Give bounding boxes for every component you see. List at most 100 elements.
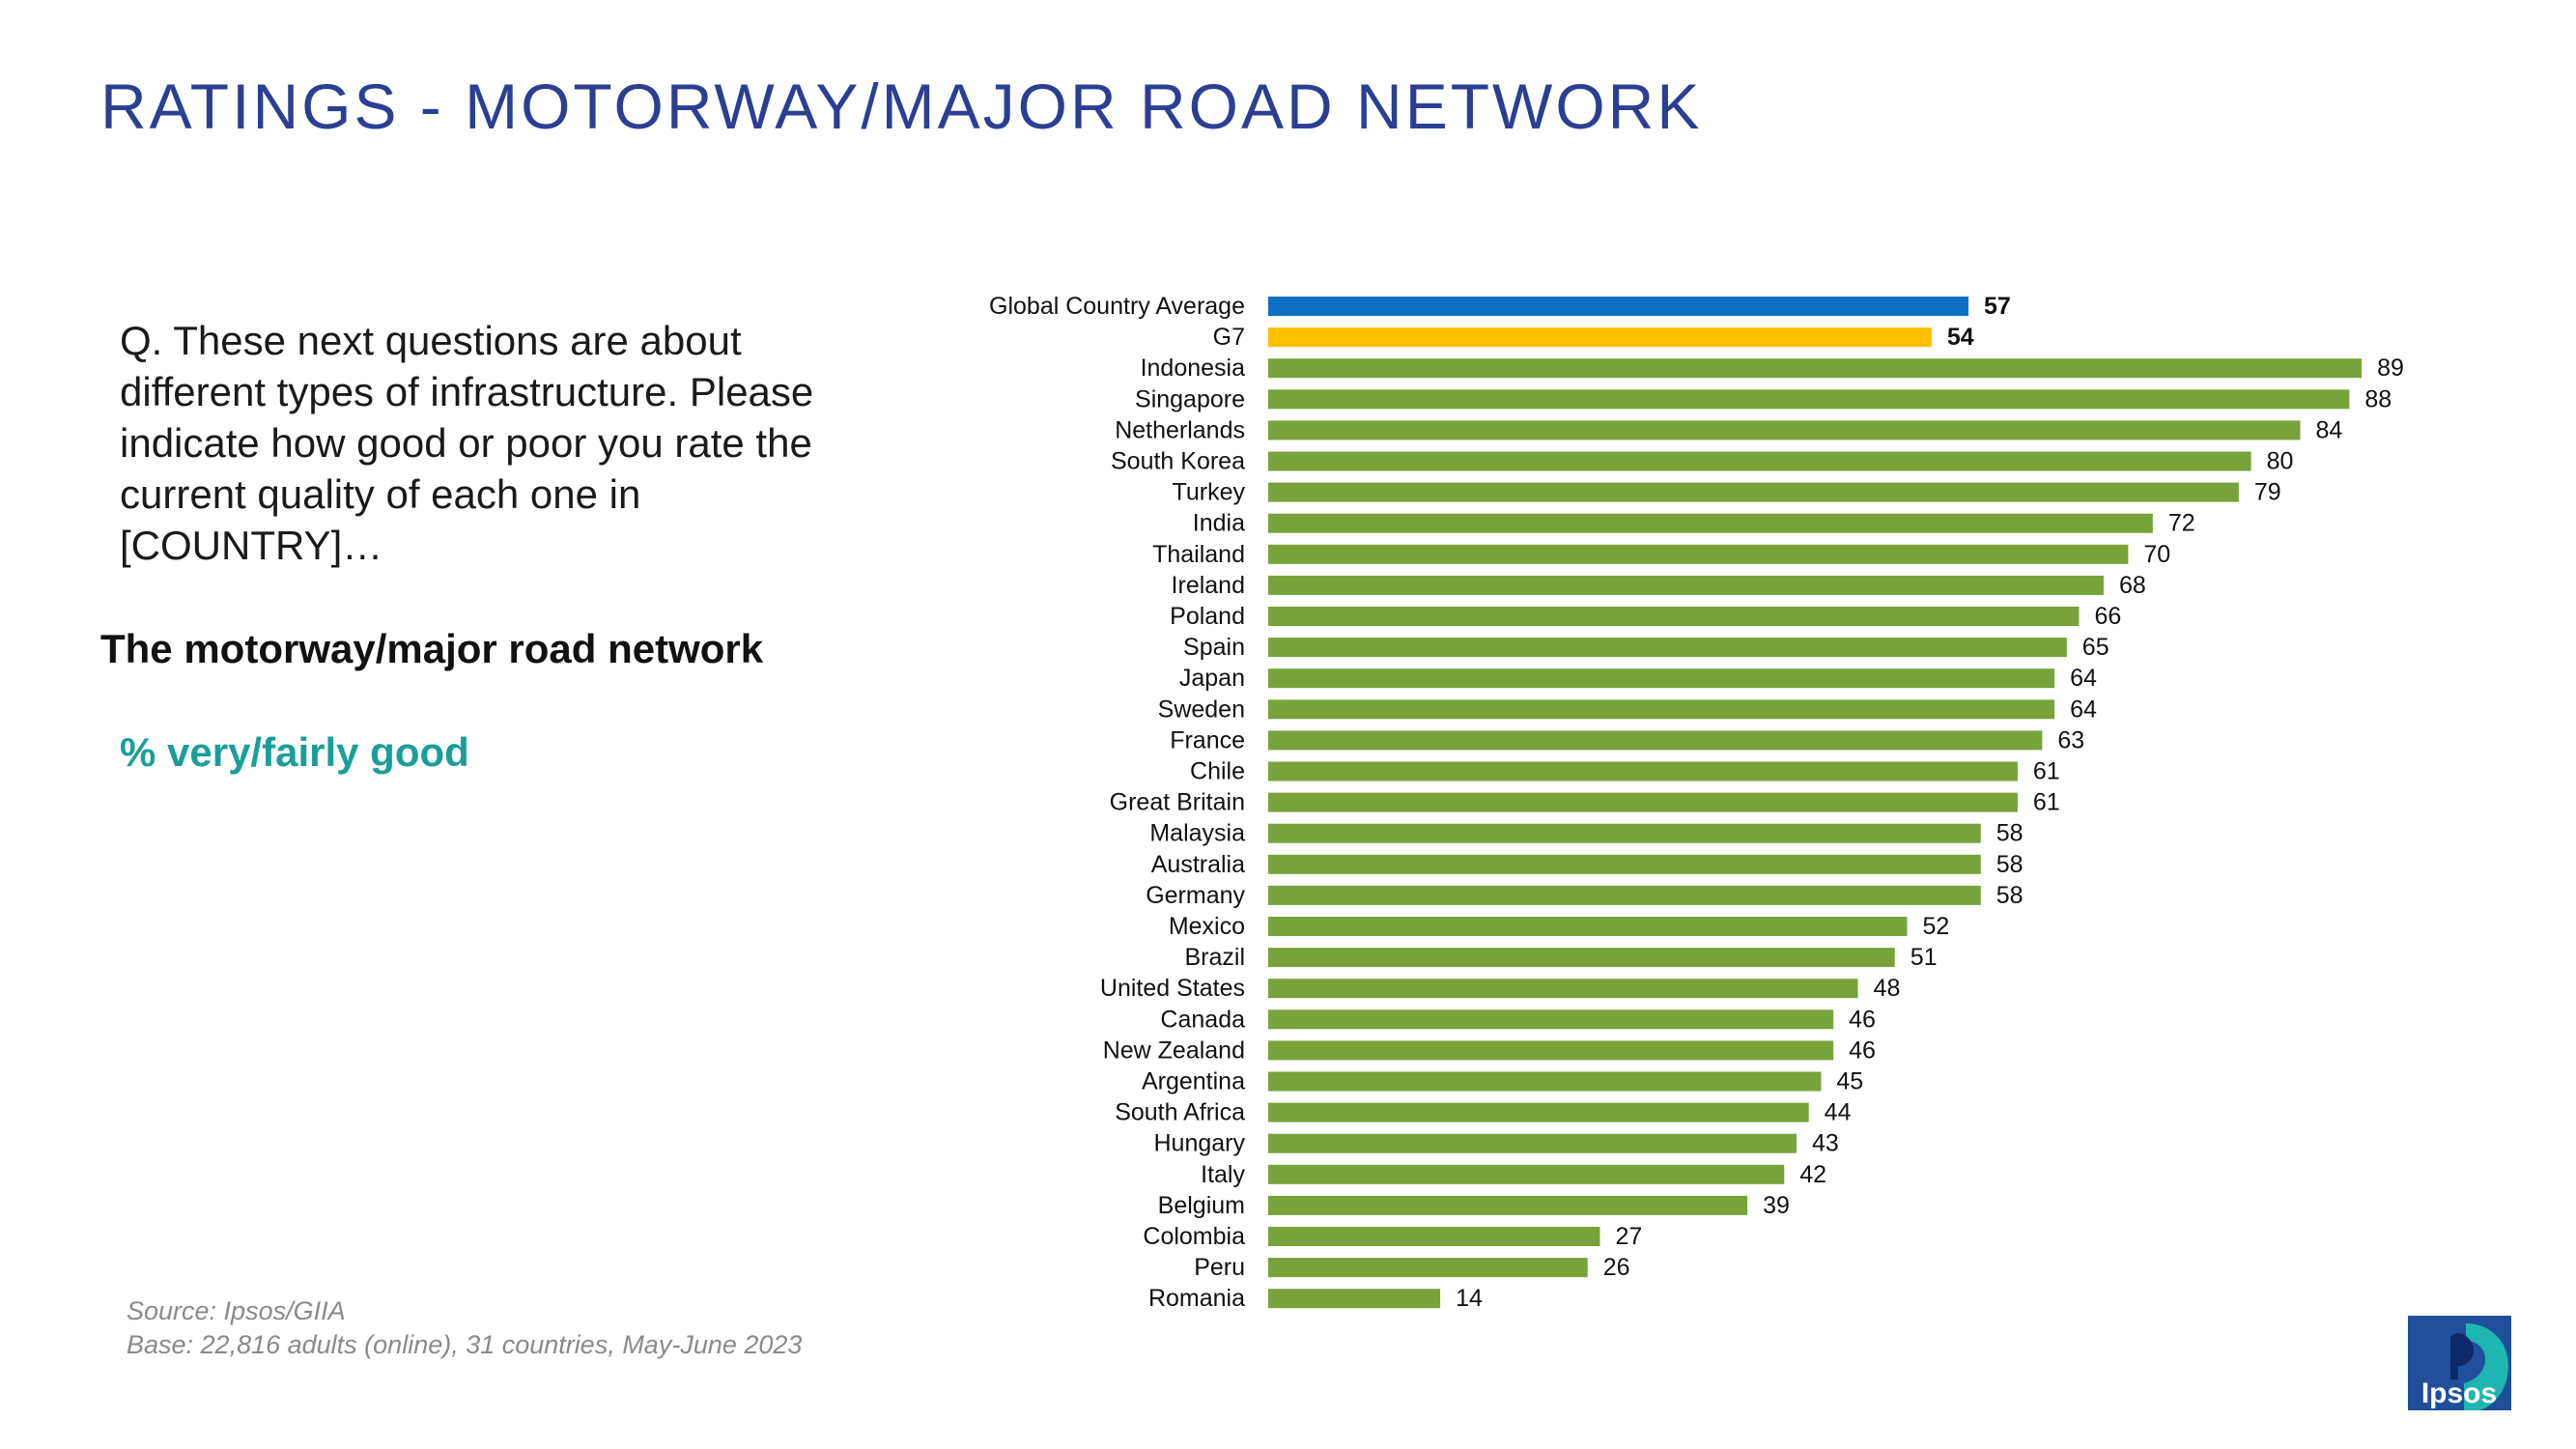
value-label-australia: 58	[1996, 851, 2024, 878]
bar-australia	[1268, 854, 1981, 874]
category-label-thailand: Thailand	[1152, 541, 1245, 568]
value-label-g7: 54	[1947, 324, 1974, 351]
bar-global-country-average	[1268, 297, 1969, 316]
bar-singapore	[1268, 389, 2350, 410]
logo-mark	[2450, 1333, 2474, 1379]
category-label-belgium: Belgium	[1158, 1192, 1245, 1219]
category-label-global-country-average: Global Country Average	[989, 293, 1245, 320]
bar-romania	[1268, 1289, 1441, 1309]
category-label-australia: Australia	[1151, 851, 1245, 878]
category-label-india: India	[1193, 510, 1245, 537]
category-label-canada: Canada	[1160, 1006, 1245, 1033]
value-label-colombia: 27	[1615, 1223, 1642, 1250]
value-label-south-africa: 44	[1825, 1099, 1852, 1126]
bar-thailand	[1268, 544, 2129, 564]
category-label-sweden: Sweden	[1158, 696, 1245, 723]
category-label-south-africa: South Africa	[1115, 1099, 1245, 1126]
category-label-g7: G7	[1213, 324, 1245, 351]
logo-text: Ipsos	[2421, 1378, 2497, 1409]
bar-united-states	[1268, 979, 1858, 999]
category-label-singapore: Singapore	[1135, 385, 1245, 412]
bar-g7	[1268, 327, 1932, 348]
value-label-netherlands: 84	[2315, 416, 2342, 443]
bar-brazil	[1268, 948, 1895, 968]
category-label-colombia: Colombia	[1143, 1223, 1245, 1250]
ipsos-logo: Ipsos	[2408, 1316, 2511, 1410]
category-label-japan: Japan	[1179, 665, 1245, 692]
bar-indonesia	[1268, 358, 2363, 379]
category-label-united-states: United States	[1100, 975, 1245, 1002]
logo-accent	[2464, 1323, 2508, 1410]
value-label-poland: 66	[2095, 603, 2122, 630]
bar-peru	[1268, 1258, 1588, 1278]
bar-malaysia	[1268, 823, 1981, 843]
category-label-new-zealand: New Zealand	[1103, 1037, 1245, 1064]
bar-turkey	[1268, 482, 2239, 502]
bar-japan	[1268, 668, 2055, 689]
category-label-turkey: Turkey	[1173, 479, 1246, 506]
value-label-ireland: 68	[2119, 572, 2146, 599]
bar-canada	[1268, 1009, 1834, 1030]
bar-chile	[1268, 761, 2018, 781]
bar-south-korea	[1268, 451, 2251, 471]
bar-poland	[1268, 607, 2080, 626]
category-label-indonesia: Indonesia	[1141, 355, 1246, 382]
bar-france	[1268, 730, 2043, 751]
bar-great-britain	[1268, 792, 2018, 812]
value-label-brazil: 51	[1911, 944, 1938, 971]
category-label-great-britain: Great Britain	[1110, 789, 1245, 816]
value-label-italy: 42	[1799, 1161, 1826, 1188]
page-title: RATINGS - MOTORWAY/MAJOR ROAD NETWORK	[100, 71, 1703, 142]
value-label-thailand: 70	[2143, 541, 2170, 568]
category-label-chile: Chile	[1190, 758, 1245, 785]
bar-new-zealand	[1268, 1040, 1834, 1061]
source-note: Source: Ipsos/GIIA Base: 22,816 adults (…	[127, 1294, 802, 1362]
bar-argentina	[1268, 1071, 1822, 1092]
bar-hungary	[1268, 1133, 1797, 1153]
bar-colombia	[1268, 1227, 1600, 1246]
category-label-netherlands: Netherlands	[1115, 416, 1245, 443]
category-label-brazil: Brazil	[1184, 944, 1245, 971]
bar-india	[1268, 513, 2153, 533]
category-label-mexico: Mexico	[1169, 913, 1245, 940]
category-label-south-korea: South Korea	[1111, 448, 1245, 475]
bar-sweden	[1268, 699, 2055, 720]
bar-belgium	[1268, 1195, 1748, 1215]
bar-ireland	[1268, 575, 2104, 595]
value-label-india: 72	[2168, 510, 2195, 537]
bar-germany	[1268, 885, 1981, 905]
category-label-spain: Spain	[1183, 634, 1245, 661]
subject-heading: The motorway/major road network	[100, 626, 764, 671]
value-label-new-zealand: 46	[1849, 1037, 1876, 1064]
category-label-ireland: Ireland	[1172, 572, 1245, 599]
bar-south-africa	[1268, 1102, 1809, 1122]
metric-label: % very/fairly good	[120, 729, 469, 775]
value-label-singapore: 88	[2364, 385, 2392, 412]
value-label-spain: 65	[2082, 634, 2109, 661]
category-label-france: France	[1170, 726, 1245, 753]
value-label-hungary: 43	[1812, 1130, 1839, 1157]
value-label-romania: 14	[1456, 1285, 1483, 1312]
bar-italy	[1268, 1164, 1785, 1184]
bar-netherlands	[1268, 420, 2301, 440]
bar-mexico	[1268, 917, 1908, 936]
category-label-malaysia: Malaysia	[1149, 820, 1245, 847]
source-text: Source: Ipsos/GIIA	[127, 1296, 346, 1325]
value-label-sweden: 64	[2070, 696, 2097, 723]
value-label-japan: 64	[2070, 665, 2097, 692]
value-label-united-states: 48	[1874, 975, 1901, 1002]
value-label-france: 63	[2057, 726, 2084, 753]
category-label-italy: Italy	[1201, 1161, 1245, 1188]
value-label-malaysia: 58	[1996, 820, 2024, 847]
category-label-poland: Poland	[1170, 603, 1245, 630]
value-label-south-korea: 80	[2267, 448, 2294, 475]
value-label-belgium: 39	[1763, 1192, 1790, 1219]
category-label-germany: Germany	[1146, 882, 1245, 909]
value-label-global-country-average: 57	[1984, 293, 2011, 320]
base-text: Base: 22,816 adults (online), 31 countri…	[127, 1330, 803, 1359]
value-label-mexico: 52	[1922, 913, 1949, 940]
category-label-romania: Romania	[1148, 1285, 1245, 1312]
question-text: Q. These next questions are about differ…	[120, 318, 814, 568]
category-label-argentina: Argentina	[1142, 1068, 1245, 1095]
